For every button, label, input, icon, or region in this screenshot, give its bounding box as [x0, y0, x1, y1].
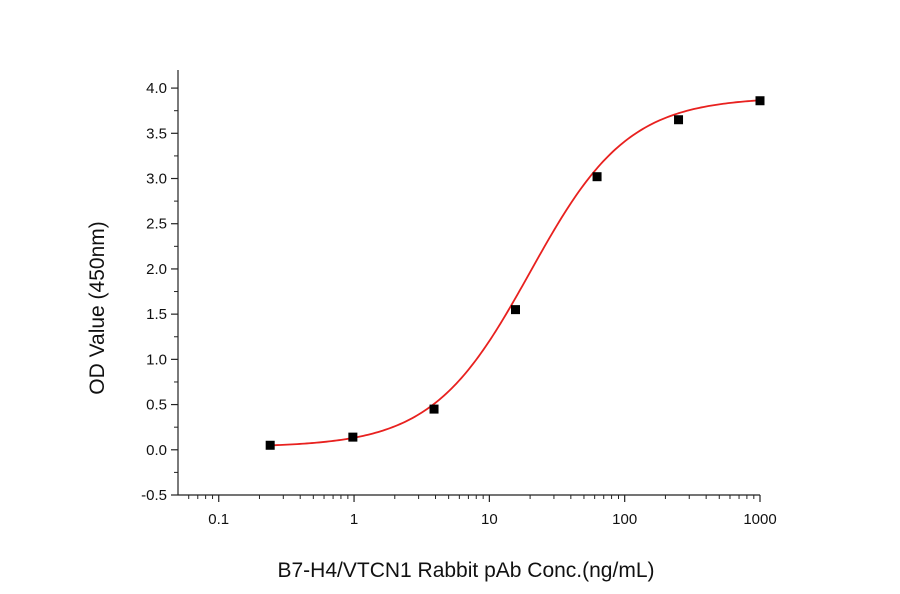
x-tick-label: 10 [481, 511, 498, 528]
x-tick-label: 100 [612, 511, 637, 528]
data-point [511, 305, 521, 315]
y-tick-label: 1.5 [146, 306, 167, 323]
y-tick-label: 3.5 [146, 125, 167, 142]
data-point [429, 404, 439, 414]
data-point [348, 432, 358, 442]
y-tick-label: 2.0 [146, 261, 167, 278]
plot-area [265, 96, 765, 450]
y-tick-label: -0.5 [141, 487, 167, 504]
x-axis: 0.1 1 10 100 1000 [178, 494, 777, 528]
y-tick-label: 2.5 [146, 216, 167, 233]
x-tick-label: 0.1 [208, 511, 229, 528]
y-tick-label: 4.0 [146, 80, 167, 97]
y-tick-label: 0.0 [146, 442, 167, 459]
y-tick-label: 3.0 [146, 171, 167, 188]
y-tick-label: 0.5 [146, 397, 167, 414]
x-axis-title: B7-H4/VTCN1 Rabbit pAb Conc.(ng/mL) [278, 559, 655, 582]
data-point [592, 172, 602, 182]
x-tick-label: 1000 [743, 511, 776, 528]
y-axis-title: OD Value (450nm) [86, 221, 109, 395]
data-point [755, 96, 765, 106]
fit-curve [270, 99, 761, 447]
y-axis: -0.5 0.0 0.5 1.0 1.5 2.0 2.5 3.0 3.5 4.0 [141, 70, 179, 504]
y-tick-label: 1.0 [146, 351, 167, 368]
data-point [674, 115, 684, 125]
x-tick-label: 1 [350, 511, 358, 528]
data-point [265, 440, 275, 450]
